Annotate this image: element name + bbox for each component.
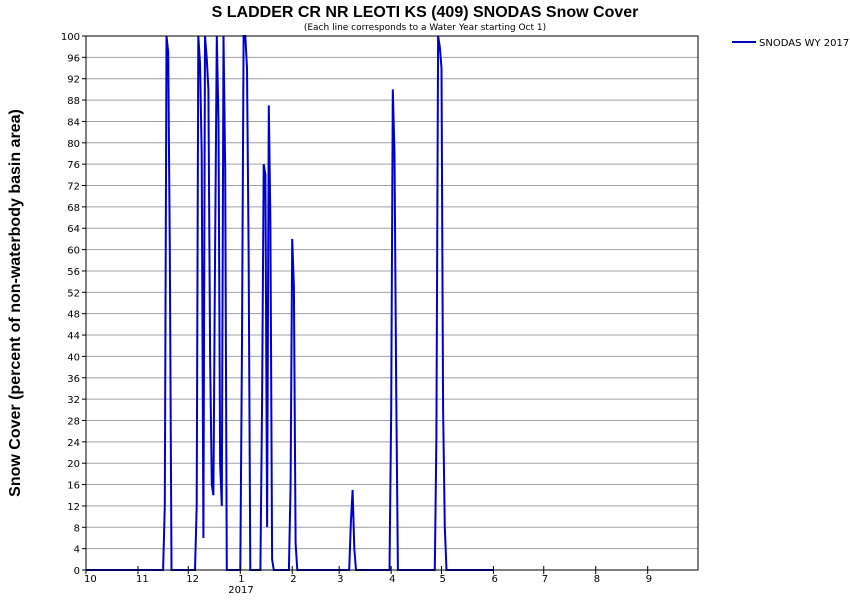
x-tick-label: 10 (84, 574, 97, 585)
x-tick-label: 6 (491, 574, 497, 585)
y-tick-label: 88 (67, 96, 80, 107)
x-tick-label: 8 (594, 574, 600, 585)
y-tick-label: 20 (67, 459, 80, 470)
chart-subtitle: (Each line corresponds to a Water Year s… (304, 23, 546, 33)
x-tick-label: 3 (337, 574, 343, 585)
x-tick-label: 9 (646, 574, 652, 585)
y-tick-label: 80 (67, 139, 80, 150)
x-tick-label: 11 (136, 574, 149, 585)
y-tick-label: 84 (67, 117, 80, 128)
y-axis-label: Snow Cover (percent of non-waterbody bas… (7, 109, 24, 497)
y-tick-label: 52 (67, 288, 80, 299)
y-tick-label: 100 (61, 32, 80, 43)
y-tick-label: 48 (67, 310, 80, 321)
y-tick-label: 96 (67, 53, 80, 64)
y-axis: 0481216202428323640444852566064687276808… (61, 32, 86, 577)
y-tick-label: 8 (74, 523, 80, 534)
series-line (86, 35, 494, 571)
y-tick-label: 36 (67, 374, 80, 385)
y-tick-label: 72 (67, 182, 80, 193)
y-tick-label: 12 (67, 502, 80, 513)
x-tick-label: 7 (542, 574, 548, 585)
y-tick-label: 92 (67, 75, 80, 86)
y-tick-label: 24 (67, 438, 80, 449)
y-tick-label: 0 (74, 566, 80, 577)
chart-title: S LADDER CR NR LEOTI KS (409) SNODAS Sno… (212, 4, 639, 21)
y-tick-label: 56 (67, 267, 80, 278)
x-year-label: 2017 (228, 585, 253, 596)
x-tick-label: 5 (439, 574, 445, 585)
series-layer (86, 35, 494, 571)
y-tick-label: 40 (67, 352, 80, 363)
y-tick-label: 44 (67, 331, 80, 342)
y-tick-label: 76 (67, 160, 80, 171)
plot-frame (85, 35, 699, 571)
y-tick-label: 32 (67, 395, 80, 406)
x-tick-label: 2 (290, 574, 296, 585)
legend: SNODAS WY 2017 (732, 38, 849, 49)
y-tick-label: 60 (67, 246, 80, 257)
x-tick-label: 12 (186, 574, 199, 585)
x-tick-label: 1 (238, 574, 244, 585)
x-tick-label: 4 (389, 574, 395, 585)
y-tick-label: 68 (67, 203, 80, 214)
y-tick-label: 28 (67, 416, 80, 427)
y-tick-label: 64 (67, 224, 80, 235)
legend-label: SNODAS WY 2017 (759, 38, 849, 49)
y-tick-label: 4 (74, 545, 80, 556)
y-tick-label: 16 (67, 481, 80, 492)
